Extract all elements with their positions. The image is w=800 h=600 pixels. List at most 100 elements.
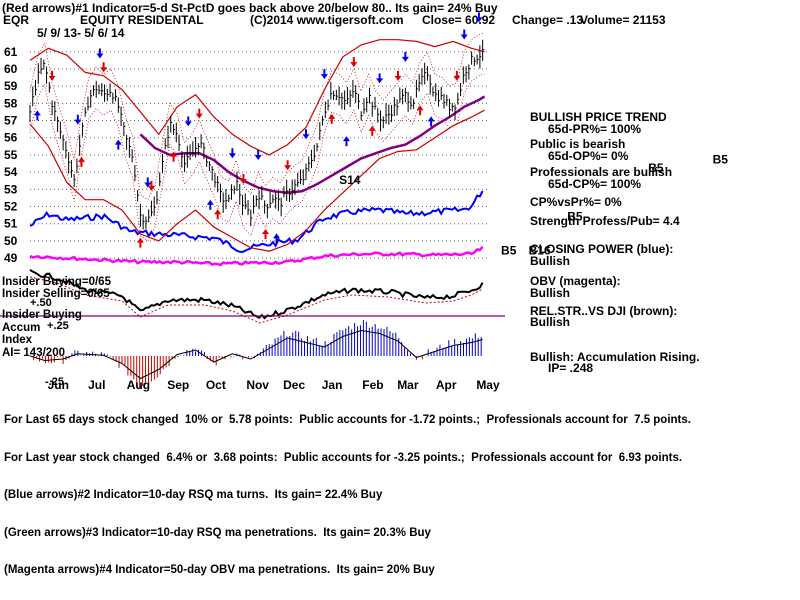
arrow-head — [228, 153, 236, 159]
y-tick-label: 58 — [4, 96, 18, 110]
ai-label: AI= 143/200 — [2, 347, 65, 359]
arrow-head — [239, 179, 247, 185]
red-arrow — [262, 229, 270, 240]
arrow-head — [376, 78, 384, 84]
arrow-head — [96, 53, 104, 59]
blue-arrow — [427, 116, 435, 127]
closing-power-line — [29, 190, 484, 254]
right-note: 65d-OP%= 0% — [548, 149, 629, 163]
red-arrow — [48, 70, 56, 81]
blue-arrow — [460, 29, 468, 40]
arrow-head — [262, 229, 270, 235]
signal-label: S14 — [339, 173, 361, 187]
red-arrow — [394, 70, 402, 81]
arrow-head — [416, 105, 424, 111]
right-note: Bullish — [530, 315, 570, 329]
copyright-text: (C)2014 www.tigersoft.com — [250, 13, 404, 27]
y-tick-label: 54 — [4, 165, 18, 179]
x-tick-label: Jul — [88, 378, 105, 392]
ticker-symbol: EQR — [3, 13, 29, 27]
arrow-head — [170, 151, 178, 157]
signal-labels: S14 B5 B5 B5 B5 B16 — [339, 153, 728, 258]
arrow-head — [214, 209, 222, 215]
date-range: 5/ 9/ 13- 5/ 6/ 14 — [37, 26, 125, 40]
right-note: BULLISH PRICE TREND — [530, 110, 667, 124]
y-tick-label: 59 — [4, 79, 18, 93]
arrow-head — [302, 134, 310, 140]
y-tick-label: 49 — [4, 251, 18, 265]
right-note: CP%vsPr%= 0% — [530, 195, 622, 209]
company-name: EQUITY RESIDENTAL — [80, 13, 204, 27]
arrow-head — [74, 119, 82, 125]
y-tick-label: 52 — [4, 200, 18, 214]
red-arrow — [239, 174, 247, 185]
right-note: 65d-PR%= 100% — [548, 122, 641, 136]
y-tick-label: 50 — [4, 234, 18, 248]
arrow-head — [78, 156, 86, 162]
signal-label: B16 — [529, 244, 551, 258]
accum-ma-line — [29, 329, 483, 380]
red-arrow — [170, 151, 178, 162]
arrow-head — [401, 56, 409, 62]
obv-line — [29, 245, 484, 267]
footer-line-blue: (Blue arrows)#2 Indicator=10-day RSQ ma … — [4, 489, 383, 501]
arrow-head — [48, 75, 56, 81]
insider-buying-count: Insider Buying=0/65 — [2, 276, 112, 288]
arrow-head — [273, 233, 281, 239]
signal-label: B5 — [713, 153, 729, 167]
blue-arrow — [254, 149, 262, 160]
footer-line-year: For Last year stock changed 6.4% or 3.68… — [4, 451, 683, 464]
y-tick-label: 57 — [4, 114, 18, 128]
right-note: Bullish — [530, 286, 570, 300]
y-tick-label: 60 — [4, 62, 18, 76]
x-tick-label: Apr — [436, 378, 457, 392]
arrow-head — [328, 113, 336, 119]
close-value: Close= 60.92 — [422, 13, 495, 27]
x-tick-label: Feb — [362, 378, 383, 392]
price-plot — [29, 32, 486, 252]
arrow-head — [350, 62, 358, 68]
red-arrow — [368, 125, 376, 136]
signal-label: B5 — [648, 161, 664, 175]
y-tick-label: 53 — [4, 182, 18, 196]
index-label: Index — [2, 334, 33, 346]
blue-arrow — [228, 148, 236, 159]
red-arrow — [284, 160, 292, 171]
arrow-head — [33, 110, 41, 116]
red-arrow — [136, 237, 144, 248]
y-axis-labels: 49 50 51 52 53 54 55 56 57 58 59 60 61 — [4, 45, 18, 265]
blue-arrow — [401, 51, 409, 62]
footer-line-green: (Green arrows)#3 Indicator=10-day RSQ ma… — [4, 526, 431, 539]
blue-arrow — [74, 114, 82, 125]
arrow-head — [284, 165, 292, 171]
arrow-head — [206, 199, 214, 205]
blue-arrow — [144, 177, 152, 188]
red-arrow — [195, 108, 203, 119]
arrow-head — [460, 34, 468, 40]
x-tick-label: Oct — [206, 378, 226, 392]
blue-arrow — [206, 199, 214, 210]
inner-upper-band — [29, 32, 485, 201]
blue-arrow — [302, 129, 310, 140]
x-tick-label: Aug — [127, 378, 150, 392]
x-tick-label: Nov — [246, 378, 269, 392]
red-arrow — [328, 113, 336, 124]
accum-plus25: +.25 — [47, 320, 69, 332]
inner-lower-band — [29, 73, 485, 242]
accum-plus50: +.50 — [30, 297, 52, 309]
x-tick-label: Dec — [283, 378, 305, 392]
blue-arrow — [184, 116, 192, 127]
accum-label: Accum — [2, 322, 40, 334]
red-arrow — [416, 105, 424, 116]
arrow-head — [394, 75, 402, 81]
signal-label: B5 — [501, 244, 517, 258]
blue-arrow — [114, 139, 122, 150]
price-grid — [30, 51, 490, 259]
x-tick-label: Sep — [167, 378, 189, 392]
y-tick-label: 51 — [4, 217, 18, 231]
x-axis-labels: Jun Jul Aug Sep Oct Nov Dec Jan Feb Mar Apr May — [48, 378, 500, 392]
footer-text: For Last 65 days stock changed 10% or 5.… — [4, 389, 691, 589]
blue-arrow — [33, 110, 41, 121]
